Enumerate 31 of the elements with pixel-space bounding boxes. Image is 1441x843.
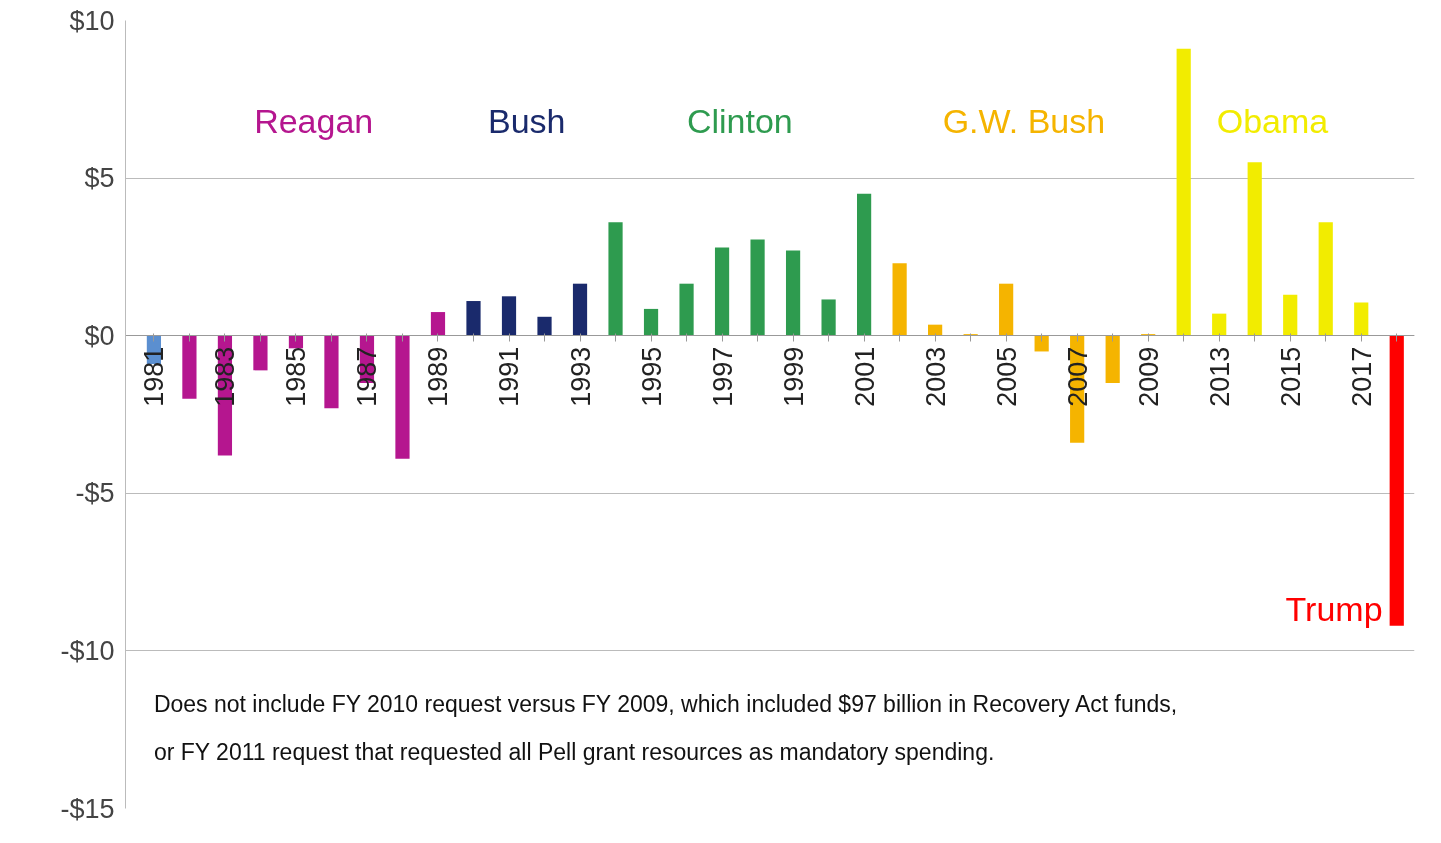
x-tick-label: 1995	[636, 346, 667, 407]
series-label: Trump	[1285, 589, 1383, 628]
x-tick-label: 2017	[1346, 346, 1377, 407]
x-tick-label: 1991	[494, 346, 525, 407]
x-tick-label: 1985	[281, 346, 312, 407]
x-tick-label: 1997	[707, 346, 738, 407]
x-tick-label: 1987	[352, 346, 383, 407]
x-tick-label: 2005	[991, 346, 1022, 407]
x-tick-label: 2007	[1062, 346, 1093, 407]
series-label: Obama	[1216, 102, 1329, 141]
x-tick-label: 1993	[565, 346, 596, 407]
x-tick-label: 2003	[920, 346, 951, 407]
y-tick-label: -$10	[60, 635, 115, 666]
x-tick-label: 2001	[849, 346, 880, 407]
text: Bush	[488, 102, 566, 141]
x-tick-label: 1981	[139, 346, 170, 407]
text: Clinton	[686, 102, 793, 141]
y-tick-label: $5	[84, 163, 115, 194]
text: Reagan	[254, 102, 374, 141]
y-tick-label: -$15	[60, 793, 115, 824]
annotation: Does not include FY 2010 request versus FY 2009, which included $97 billion in Recovery Act funds, or FY 2011 request that requested all Pell grant resources as mandatory spending.	[153, 691, 1178, 766]
x-tick-label: 2015	[1275, 346, 1306, 407]
y-tick-label: $0	[84, 320, 115, 351]
x-tick-label: 1983	[210, 346, 241, 407]
text: G.W. Bush	[942, 102, 1106, 141]
y-tick-label: -$5	[75, 478, 115, 509]
x-tick-label: 1989	[423, 346, 454, 407]
x-tick-label: 1999	[778, 346, 809, 407]
y-tick-label: $10	[69, 5, 115, 36]
x-tick-label: 2013	[1204, 346, 1235, 407]
x-tick-label: 2009	[1133, 346, 1164, 407]
